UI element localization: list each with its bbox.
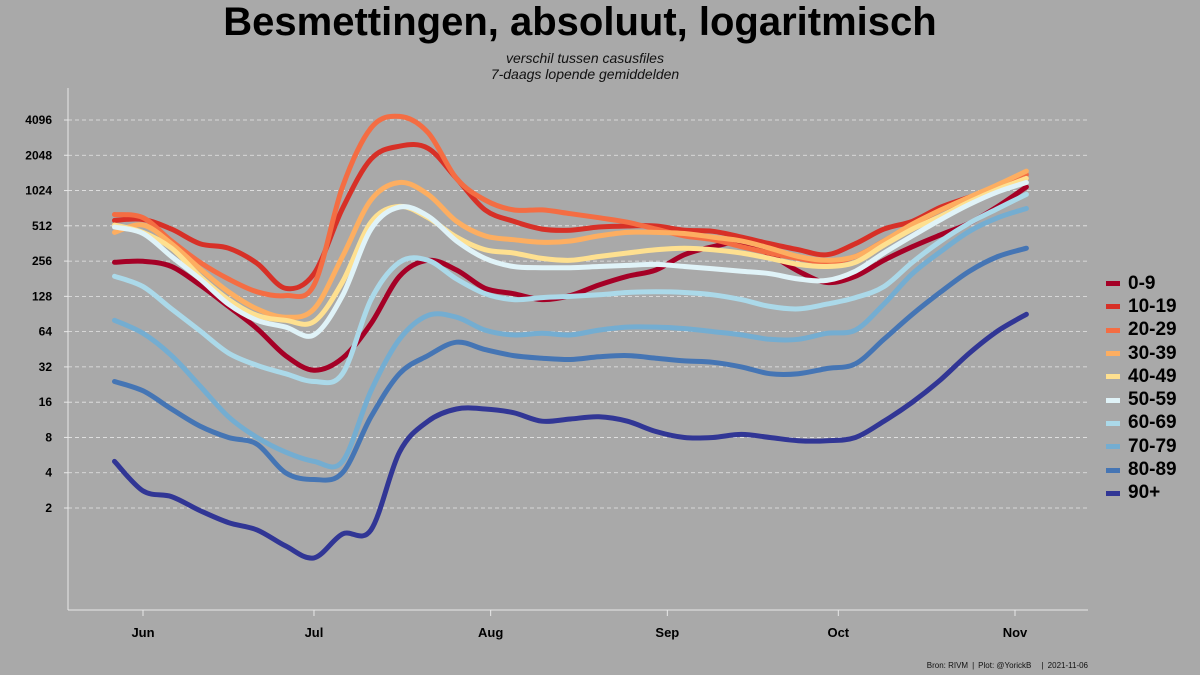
legend-item: 90+ bbox=[1106, 482, 1177, 505]
legend-swatch bbox=[1106, 374, 1120, 380]
y-tick-label: 2048 bbox=[25, 148, 52, 162]
y-tick-label: 512 bbox=[32, 219, 52, 233]
legend-swatch bbox=[1106, 304, 1120, 310]
y-tick-label: 4 bbox=[45, 466, 52, 480]
caption-date: 2021-11-06 bbox=[1047, 661, 1088, 670]
legend-swatch bbox=[1106, 397, 1120, 403]
caption-plot: Plot: @YorickB bbox=[978, 661, 1032, 670]
series-line-10-19 bbox=[112, 142, 1029, 292]
legend-item: 80-89 bbox=[1106, 458, 1177, 481]
legend-item: 40-49 bbox=[1106, 365, 1177, 388]
y-tick-label: 1024 bbox=[25, 184, 52, 198]
y-tick-label: 256 bbox=[32, 254, 52, 268]
legend-swatch bbox=[1106, 444, 1120, 450]
legend-label: 10-19 bbox=[1128, 295, 1177, 317]
legend-item: 10-19 bbox=[1106, 295, 1177, 318]
x-tick-label: Oct bbox=[827, 625, 849, 640]
legend-swatch bbox=[1106, 490, 1120, 496]
chart-subtitle-line1: verschil tussen casusfiles bbox=[506, 50, 664, 66]
y-tick-label: 64 bbox=[39, 325, 53, 339]
caption-separator: | bbox=[1041, 661, 1044, 670]
legend-item: 60-69 bbox=[1106, 412, 1177, 435]
series-line-70-79 bbox=[112, 206, 1029, 470]
series-line-90+ bbox=[112, 311, 1029, 561]
legend-item: 0-9 bbox=[1106, 272, 1177, 295]
y-tick-label: 128 bbox=[32, 289, 52, 303]
x-tick-label: Aug bbox=[478, 625, 503, 640]
legend-swatch bbox=[1106, 351, 1120, 357]
source-caption: Bron: RIVM | Plot: @YorickB | 2021-11-06 bbox=[925, 661, 1090, 670]
legend-item: 50-59 bbox=[1106, 388, 1177, 411]
series-line-80-89 bbox=[112, 245, 1029, 483]
y-tick-label: 16 bbox=[39, 395, 53, 409]
legend-swatch bbox=[1106, 467, 1120, 473]
legend-swatch bbox=[1106, 327, 1120, 333]
legend-swatch bbox=[1106, 281, 1120, 287]
legend-label: 40-49 bbox=[1128, 365, 1177, 387]
chart-title: Besmettingen, absoluut, logaritmisch bbox=[223, 0, 937, 44]
legend-label: 70-79 bbox=[1128, 435, 1177, 457]
legend-item: 30-39 bbox=[1106, 342, 1177, 365]
series-line-30-39 bbox=[112, 168, 1029, 320]
legend-label: 80-89 bbox=[1128, 459, 1177, 481]
y-tick-label: 8 bbox=[45, 430, 52, 444]
legend-swatch bbox=[1106, 420, 1120, 426]
x-tick-label: Jun bbox=[131, 625, 154, 640]
legend-label: 90+ bbox=[1128, 482, 1161, 504]
legend-label: 30-39 bbox=[1128, 342, 1177, 364]
series-line-40-49 bbox=[112, 175, 1029, 327]
y-tick-label: 4096 bbox=[25, 113, 52, 127]
legend-label: 0-9 bbox=[1128, 272, 1156, 294]
legend-label: 20-29 bbox=[1128, 319, 1177, 341]
y-tick-label: 2 bbox=[45, 501, 52, 515]
legend-item: 70-79 bbox=[1106, 435, 1177, 458]
series-line-50-59 bbox=[112, 180, 1029, 339]
y-tick-label: 32 bbox=[39, 360, 53, 374]
caption-separator: | bbox=[972, 661, 975, 670]
x-tick-label: Jul bbox=[305, 625, 324, 640]
legend-label: 60-69 bbox=[1128, 412, 1177, 434]
x-tick-label: Sep bbox=[655, 625, 679, 640]
legend-item: 20-29 bbox=[1106, 319, 1177, 342]
x-tick-label: Nov bbox=[1003, 625, 1028, 640]
legend-label: 50-59 bbox=[1128, 389, 1177, 411]
caption-source: Bron: RIVM bbox=[926, 661, 969, 670]
legend: 0-9 10-19 20-29 30-39 40-49 50-59 60-69 70-79 80… bbox=[1106, 272, 1177, 505]
series-line-60-69 bbox=[112, 191, 1029, 386]
chart-subtitle-line2: 7-daags lopende gemiddelden bbox=[490, 66, 680, 82]
